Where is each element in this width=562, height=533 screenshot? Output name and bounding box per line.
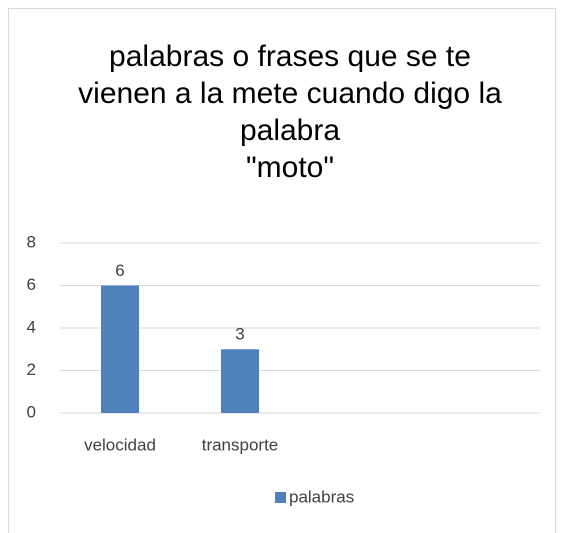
chart-title: palabras o frases que se te vienen a la …	[78, 40, 502, 184]
data-label: 3	[235, 325, 244, 344]
chart-frame	[8, 8, 556, 533]
legend-swatch	[275, 492, 286, 503]
data-label: 6	[115, 261, 124, 280]
x-tick-label: transporte	[202, 435, 279, 454]
y-tick-label: 4	[27, 317, 36, 336]
legend-label: palabras	[289, 487, 354, 506]
bar	[101, 285, 139, 413]
x-tick-label: velocidad	[84, 435, 156, 454]
y-tick-label: 2	[27, 360, 36, 379]
bar	[221, 349, 259, 413]
y-tick-label: 8	[27, 232, 36, 251]
y-tick-label: 0	[27, 402, 36, 421]
y-tick-label: 6	[27, 275, 36, 294]
